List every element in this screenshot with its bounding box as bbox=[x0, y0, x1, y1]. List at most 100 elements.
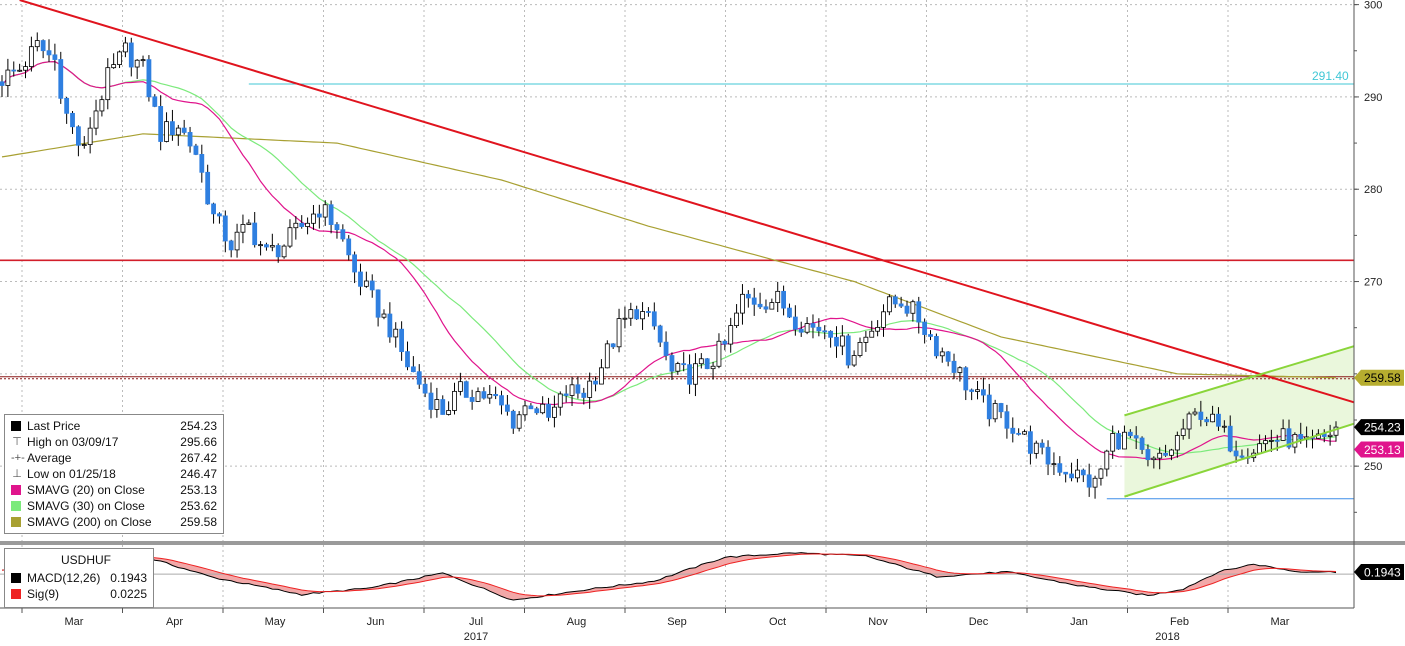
candle-body bbox=[1198, 411, 1204, 420]
candle-body bbox=[1239, 455, 1245, 458]
candle-body bbox=[1327, 434, 1333, 437]
legend-row: Last Price 254.23 bbox=[5, 418, 223, 434]
x-tick-label: Jun bbox=[367, 616, 385, 628]
candle-body bbox=[663, 341, 669, 356]
candle-body bbox=[1174, 435, 1180, 451]
legend-label: SMAVG (30) on Close bbox=[27, 499, 145, 513]
candle-body bbox=[839, 335, 845, 347]
x-tick-label: Oct bbox=[769, 616, 786, 628]
candle-body bbox=[657, 325, 663, 343]
x-tick-label: Apr bbox=[166, 616, 183, 628]
candle-body bbox=[275, 245, 281, 258]
legend-value: 253.62 bbox=[180, 499, 217, 513]
candle-body bbox=[916, 301, 922, 323]
candle-body bbox=[181, 127, 187, 133]
candle-body bbox=[822, 330, 828, 333]
legend-label: SMAVG (20) on Close bbox=[27, 483, 145, 497]
candle-body bbox=[322, 204, 328, 218]
candle-body bbox=[933, 336, 939, 357]
candle-body bbox=[681, 363, 687, 366]
candle-body bbox=[1227, 425, 1233, 452]
x-tick-label: May bbox=[265, 616, 286, 628]
candle-body bbox=[634, 309, 640, 320]
x-tick-label: Jul bbox=[469, 616, 483, 628]
candle-body bbox=[928, 334, 933, 337]
candle-body bbox=[1104, 450, 1110, 470]
candle-body bbox=[745, 293, 751, 299]
candle-body bbox=[422, 383, 428, 394]
candle-body bbox=[363, 280, 369, 287]
candle-body bbox=[1263, 440, 1268, 445]
candle-body bbox=[1274, 439, 1280, 442]
candle-body bbox=[710, 365, 716, 370]
candle-body bbox=[1133, 435, 1139, 439]
price-tag-bg bbox=[1354, 441, 1404, 458]
candle-body bbox=[1086, 474, 1092, 488]
legend-value: 0.1943 bbox=[110, 571, 147, 585]
candle-body bbox=[781, 290, 786, 309]
legend-swatch bbox=[11, 485, 21, 495]
candle-body bbox=[1333, 426, 1339, 436]
candle-body bbox=[117, 51, 122, 65]
candle-body bbox=[763, 306, 769, 310]
candle-body bbox=[1010, 427, 1016, 434]
candle-body bbox=[405, 351, 410, 368]
candle-body bbox=[99, 99, 105, 112]
candle-body bbox=[1033, 442, 1039, 454]
candle-body bbox=[222, 215, 228, 242]
legend-marker-icon: ⊥ bbox=[12, 468, 22, 480]
macd-line bbox=[1, 552, 1337, 601]
candle-body bbox=[1063, 471, 1069, 475]
candle-body bbox=[1057, 463, 1063, 473]
candle-body bbox=[881, 311, 886, 328]
candle-body bbox=[34, 40, 40, 48]
candle-body bbox=[305, 222, 310, 227]
candle-body bbox=[128, 42, 134, 68]
candle-body bbox=[810, 323, 816, 328]
candle-body bbox=[898, 303, 904, 307]
candle-body bbox=[534, 408, 540, 414]
candle-body bbox=[258, 244, 263, 247]
candle-body bbox=[93, 110, 99, 129]
candle-body bbox=[775, 290, 781, 303]
candle-body bbox=[387, 313, 393, 338]
candle-body bbox=[757, 303, 763, 308]
candle-body bbox=[1098, 468, 1104, 479]
candle-body bbox=[446, 410, 452, 415]
candle-body bbox=[945, 351, 951, 362]
candle-body bbox=[1163, 452, 1168, 456]
legend-value: 253.13 bbox=[180, 483, 217, 497]
x-tick-label: Sep bbox=[667, 616, 687, 628]
candle-body bbox=[904, 305, 910, 314]
price-tag-bg bbox=[1354, 369, 1404, 386]
candle-body bbox=[1157, 452, 1163, 459]
candle-body bbox=[504, 404, 510, 412]
macd-legend-row: Sig(9) 0.0225 bbox=[5, 586, 153, 602]
candle-body bbox=[698, 358, 704, 365]
candle-body bbox=[1139, 437, 1145, 450]
candle-body bbox=[281, 245, 287, 258]
candle-body bbox=[28, 46, 34, 67]
macd-legend: USDHUF MACD(12,26) 0.1943 Sig(9) 0.0225 bbox=[4, 548, 154, 608]
candle-body bbox=[546, 403, 551, 418]
candle-body bbox=[787, 307, 792, 318]
candle-body bbox=[287, 227, 293, 247]
legend-value: 246.47 bbox=[180, 467, 217, 481]
candle-body bbox=[857, 341, 863, 356]
y-tick-label: 250 bbox=[1364, 461, 1382, 473]
candle-body bbox=[516, 414, 522, 429]
candle-body bbox=[228, 240, 234, 251]
candle-body bbox=[481, 391, 487, 399]
candle-body bbox=[240, 224, 246, 233]
candlesticks bbox=[0, 32, 1339, 499]
candle-body bbox=[269, 245, 275, 248]
macd-tag-bg bbox=[1354, 563, 1404, 580]
candle-body bbox=[557, 393, 563, 408]
candle-body bbox=[587, 380, 593, 398]
candle-body bbox=[17, 69, 23, 72]
legend-swatch bbox=[11, 589, 21, 599]
candle-body bbox=[828, 330, 834, 338]
x-tick-label: Aug bbox=[567, 616, 587, 628]
candle-body bbox=[134, 59, 140, 68]
